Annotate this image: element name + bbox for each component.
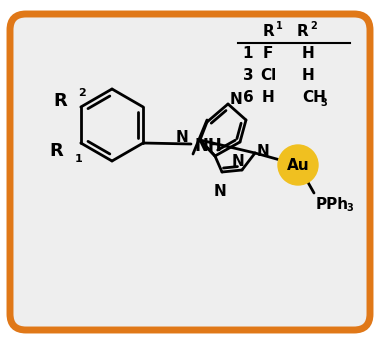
Text: H: H (302, 47, 315, 62)
Text: 3: 3 (320, 98, 327, 108)
Text: N: N (214, 184, 226, 199)
Text: 6: 6 (243, 90, 253, 105)
Text: Cl: Cl (260, 68, 276, 84)
Text: NH: NH (195, 137, 223, 155)
Text: 1: 1 (243, 47, 253, 62)
FancyBboxPatch shape (10, 14, 370, 330)
Text: 2: 2 (310, 21, 317, 31)
Text: PPh: PPh (316, 197, 349, 212)
Text: CH: CH (302, 90, 326, 105)
Text: N: N (230, 92, 243, 107)
Text: H: H (302, 68, 315, 84)
Text: F: F (263, 47, 273, 62)
Text: H: H (262, 90, 274, 105)
Text: 2: 2 (78, 88, 86, 98)
Text: R: R (296, 23, 308, 38)
Text: N: N (175, 131, 188, 146)
Text: 3: 3 (243, 68, 253, 84)
Text: N: N (232, 154, 244, 169)
Text: R: R (49, 142, 63, 160)
Circle shape (278, 145, 318, 185)
Text: R: R (53, 92, 67, 110)
Text: 1: 1 (75, 154, 83, 164)
Text: R: R (262, 23, 274, 38)
Text: N: N (257, 143, 270, 158)
Text: 1: 1 (276, 21, 283, 31)
Text: Au: Au (287, 157, 309, 172)
Text: 3: 3 (346, 203, 353, 213)
